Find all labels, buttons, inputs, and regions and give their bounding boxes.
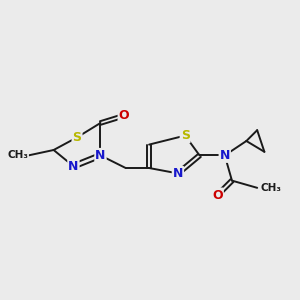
Text: N: N xyxy=(173,167,183,180)
Text: N: N xyxy=(95,149,106,162)
Text: N: N xyxy=(68,160,79,173)
Text: N: N xyxy=(220,149,230,162)
Text: S: S xyxy=(73,131,82,144)
Text: O: O xyxy=(118,109,129,122)
Text: CH₃: CH₃ xyxy=(8,150,29,161)
Text: CH₃: CH₃ xyxy=(261,183,282,193)
Text: O: O xyxy=(212,188,223,202)
Text: S: S xyxy=(181,129,190,142)
